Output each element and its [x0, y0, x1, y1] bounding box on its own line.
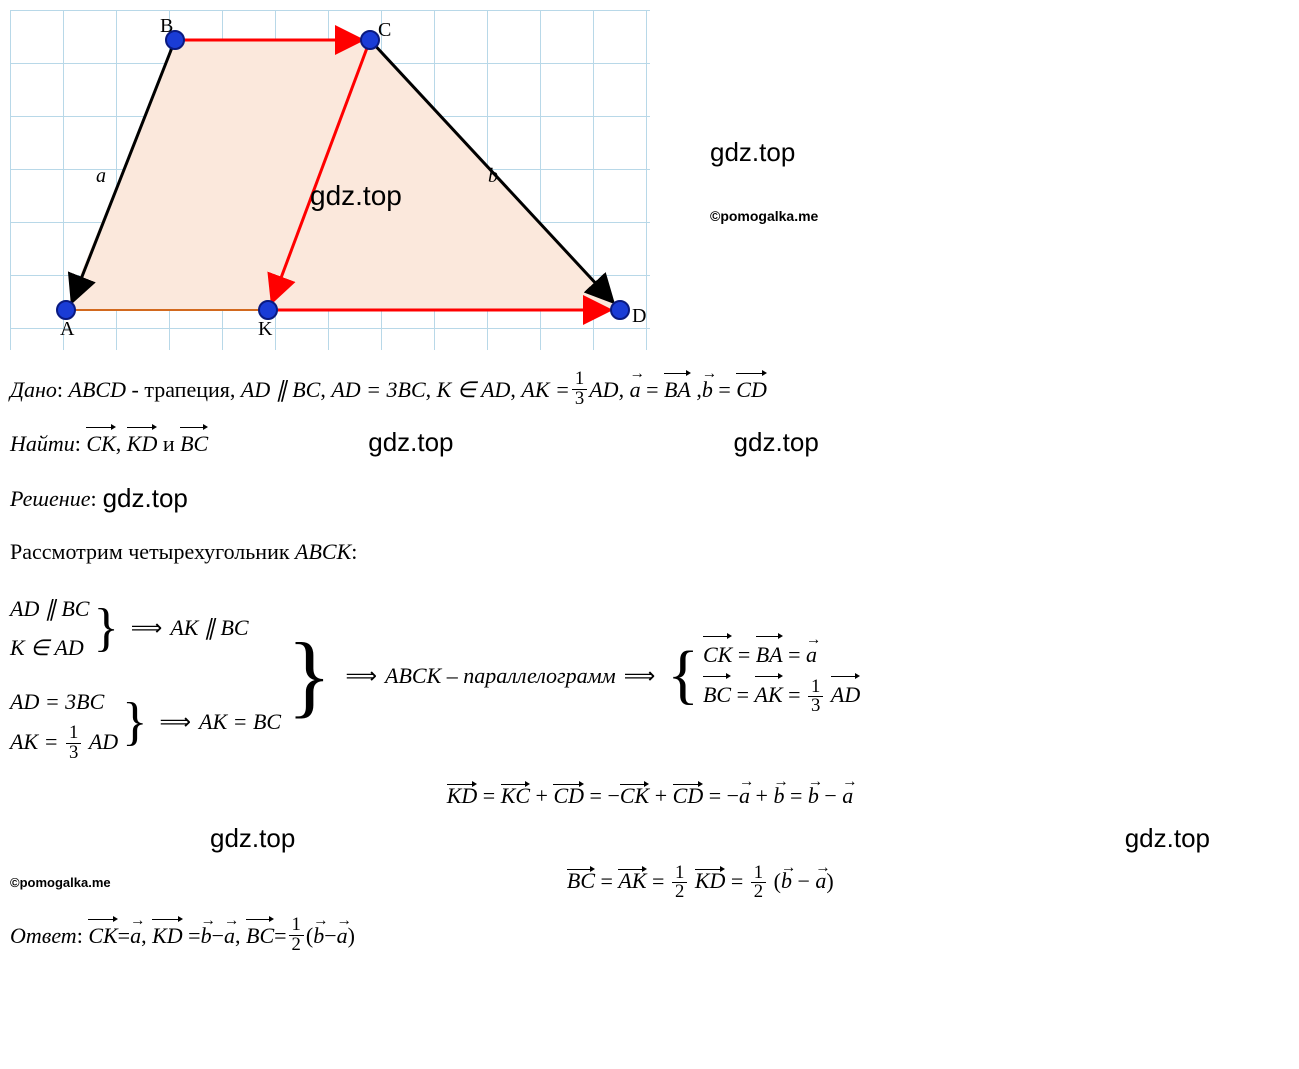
wm-gdz-5: gdz.top	[210, 823, 295, 854]
diagram-row: A B C D K a⃗ b⃗ gdz.top gdz.top ©pomogal…	[10, 10, 1290, 350]
label-A: A	[60, 318, 75, 340]
wm-diagram: gdz.top	[310, 180, 402, 211]
solution-line: Решение: gdz.top	[10, 478, 1290, 520]
wm-gdz-4: gdz.top	[103, 478, 188, 520]
vec-BA: BA	[664, 372, 691, 407]
label-vec-b: b⃗	[488, 165, 514, 187]
find-label: Найти	[10, 426, 75, 461]
given-ak-pre: AK =	[521, 372, 569, 407]
wm-gdz-3: gdz.top	[734, 422, 819, 464]
diagram-svg: A B C D K a⃗ b⃗ gdz.top	[10, 10, 650, 350]
given-ad: AD = 3BC	[331, 372, 425, 407]
given-parallel: AD ∥ BC	[241, 372, 320, 407]
proof-block: AD ∥ BC K ∈ AD } ⟹ AK ∥ BC AD = 3BC AK =…	[10, 589, 1290, 763]
vec-CD: CD	[736, 372, 767, 407]
consider-line: Рассмотрим четырехугольник ABCK:	[10, 534, 1290, 569]
eq-bc: BC = AK = 1 2 KD = 1 2 (b − a)	[111, 864, 1290, 902]
answer-label: Ответ	[10, 918, 77, 953]
given-shape: ABCD	[69, 372, 126, 407]
eq-bc-row: ©pomogalka.me BC = AK = 1 2 KD = 1 2 (b …	[10, 864, 1290, 902]
label-C: C	[378, 19, 391, 41]
wm-pom-1: ©pomogalka.me	[710, 208, 818, 224]
wm-gdz-1: gdz.top	[710, 137, 818, 168]
wm-pom-2: ©pomogalka.me	[10, 875, 111, 890]
label-B: B	[160, 15, 173, 37]
label-K: K	[258, 318, 273, 340]
wm-gdz-2: gdz.top	[368, 422, 453, 464]
solution-label: Решение	[10, 481, 90, 516]
given-desc: трапеция	[144, 372, 230, 407]
wm-gdz-6: gdz.top	[1125, 823, 1210, 854]
label-vec-a: a⃗	[96, 165, 122, 187]
eq-kd: KD = KC + CD = −CK + CD = −a + b = b − a	[10, 783, 1290, 809]
find-line: Найти: CK, KD и BC gdz.top gdz.top	[10, 422, 1290, 464]
frac-1-3: 1 3	[572, 370, 587, 408]
given-ak-post: AD	[589, 372, 618, 407]
trapezoid-diagram: A B C D K a⃗ b⃗ gdz.top	[10, 10, 650, 350]
given-k: K ∈ AD	[437, 372, 511, 407]
given-label: Дано	[10, 372, 57, 407]
given-line: Дано: ABCD - трапеция, AD ∥ BC, AD = 3BC…	[10, 370, 1290, 408]
watermark-col: gdz.top ©pomogalka.me	[710, 137, 818, 224]
answer-line: Ответ: CK = a, KD = b − a, BC = 1 2 (b −…	[10, 916, 1290, 954]
label-D: D	[632, 305, 646, 327]
